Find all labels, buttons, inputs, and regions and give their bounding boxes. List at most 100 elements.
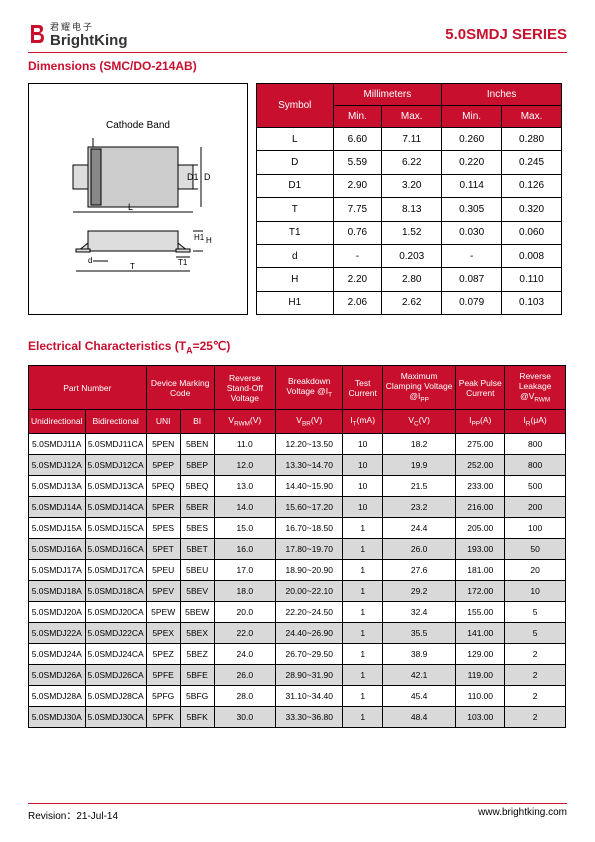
elec-cell: 252.00 <box>456 454 505 475</box>
elec-cell: 1 <box>343 622 383 643</box>
elec-cell: 29.2 <box>382 580 455 601</box>
elec-cell: 5BEZ <box>180 643 214 664</box>
dim-cell: 6.22 <box>382 151 442 174</box>
elec-cell: 5.0SMDJ28CA <box>85 685 146 706</box>
elec-cell: 24.4 <box>382 517 455 538</box>
elec-cell: 5.0SMDJ12A <box>29 454 86 475</box>
elec-cell: 5.0SMDJ22CA <box>85 622 146 643</box>
eh-mbi: BI <box>180 410 214 434</box>
elec-cell: 28.90~31.90 <box>276 664 343 685</box>
elec-row: 5.0SMDJ28A5.0SMDJ28CA5PFG5BFG28.031.10~3… <box>29 685 566 706</box>
elec-cell: 155.00 <box>456 601 505 622</box>
elec-row: 5.0SMDJ26A5.0SMDJ26CA5PFE5BFE26.028.90~3… <box>29 664 566 685</box>
elec-cell: 20.00~22.10 <box>276 580 343 601</box>
dim-cell: 2.90 <box>333 174 382 197</box>
elec-cell: 172.00 <box>456 580 505 601</box>
elec-cell: 5.0SMDJ20CA <box>85 601 146 622</box>
dim-cell: 2.20 <box>333 268 382 291</box>
elec-cell: 1 <box>343 559 383 580</box>
elec-cell: 1 <box>343 601 383 622</box>
elec-cell: 14.0 <box>214 496 275 517</box>
logo-icon <box>28 23 46 45</box>
dim-cell: 0.110 <box>502 268 562 291</box>
elec-cell: 24.40~26.90 <box>276 622 343 643</box>
elec-cell: 5BEX <box>180 622 214 643</box>
eh-it-u: IT(mA) <box>343 410 383 434</box>
eh-ir: Reverse Leakage @VRWM <box>505 366 566 410</box>
dim-cell: 7.11 <box>382 128 442 151</box>
elec-cell: 24.0 <box>214 643 275 664</box>
elec-cell: 10 <box>343 496 383 517</box>
electrical-title: Electrical Characteristics (TA=25℃) <box>28 339 567 355</box>
eh-marking: Device Marking Code <box>146 366 214 410</box>
svg-text:L: L <box>128 202 133 212</box>
dim-cell: 0.087 <box>442 268 502 291</box>
dim-cell: d <box>257 244 334 267</box>
svg-text:H1: H1 <box>194 233 205 242</box>
eh-vbr: Breakdown Voltage @IT <box>276 366 343 410</box>
elec-cell: 5PEW <box>146 601 180 622</box>
dim-row: L6.607.110.2600.280 <box>257 128 562 151</box>
elec-cell: 5.0SMDJ22A <box>29 622 86 643</box>
dim-row: d-0.203-0.008 <box>257 244 562 267</box>
elec-cell: 5.0SMDJ17CA <box>85 559 146 580</box>
elec-cell: 5PET <box>146 538 180 559</box>
elec-cell: 129.00 <box>456 643 505 664</box>
package-side-view: H1 H d T1 T <box>58 223 218 278</box>
dim-cell: L <box>257 128 334 151</box>
elec-cell: 500 <box>505 475 566 496</box>
elec-cell: 5BFG <box>180 685 214 706</box>
elec-cell: 23.2 <box>382 496 455 517</box>
dim-cell: H <box>257 268 334 291</box>
elec-row: 5.0SMDJ17A5.0SMDJ17CA5PEU5BEU17.018.90~2… <box>29 559 566 580</box>
elec-cell: 5.0SMDJ16A <box>29 538 86 559</box>
elec-cell: 21.5 <box>382 475 455 496</box>
elec-cell: 17.0 <box>214 559 275 580</box>
dim-cell: 2.80 <box>382 268 442 291</box>
elec-cell: 5PFG <box>146 685 180 706</box>
footer-url: www.brightking.com <box>478 807 567 822</box>
elec-cell: 5.0SMDJ15CA <box>85 517 146 538</box>
elec-cell: 45.4 <box>382 685 455 706</box>
elec-cell: 1 <box>343 538 383 559</box>
dim-cell: 0.203 <box>382 244 442 267</box>
elec-row: 5.0SMDJ16A5.0SMDJ16CA5PET5BET16.017.80~1… <box>29 538 566 559</box>
elec-cell: 1 <box>343 706 383 727</box>
elec-cell: 5BET <box>180 538 214 559</box>
elec-cell: 18.2 <box>382 433 455 454</box>
elec-row: 5.0SMDJ14A5.0SMDJ14CA5PER5BER14.015.60~1… <box>29 496 566 517</box>
eh-vc: Maximum Clamping Voltage @IPP <box>382 366 455 410</box>
elec-cell: 15.60~17.20 <box>276 496 343 517</box>
logo: 君耀电子 BrightKing <box>28 20 127 48</box>
dim-cell: 0.008 <box>502 244 562 267</box>
elec-row: 5.0SMDJ24A5.0SMDJ24CA5PEZ5BEZ24.026.70~2… <box>29 643 566 664</box>
elec-cell: 32.4 <box>382 601 455 622</box>
elec-cell: 14.40~15.90 <box>276 475 343 496</box>
elec-cell: 10 <box>343 475 383 496</box>
elec-cell: 17.80~19.70 <box>276 538 343 559</box>
dim-cell: 1.52 <box>382 221 442 244</box>
elec-cell: 20.0 <box>214 601 275 622</box>
elec-cell: 5.0SMDJ11A <box>29 433 86 454</box>
eh-vc-u: VC(V) <box>382 410 455 434</box>
elec-cell: 5.0SMDJ12CA <box>85 454 146 475</box>
dim-cell: D1 <box>257 174 334 197</box>
elec-cell: 18.90~20.90 <box>276 559 343 580</box>
elec-cell: 5BEQ <box>180 475 214 496</box>
elec-cell: 10 <box>343 433 383 454</box>
elec-cell: 2 <box>505 706 566 727</box>
dim-h-max: Max. <box>502 106 562 128</box>
elec-cell: 5PFK <box>146 706 180 727</box>
elec-cell: 15.0 <box>214 517 275 538</box>
elec-row: 5.0SMDJ12A5.0SMDJ12CA5PEP5BEP12.013.30~1… <box>29 454 566 475</box>
dim-cell: T <box>257 198 334 221</box>
svg-text:T1: T1 <box>178 258 188 267</box>
elec-cell: 193.00 <box>456 538 505 559</box>
dim-row: T10.761.520.0300.060 <box>257 221 562 244</box>
elec-cell: 5.0SMDJ14CA <box>85 496 146 517</box>
dim-cell: 2.62 <box>382 291 442 314</box>
elec-cell: 5.0SMDJ24CA <box>85 643 146 664</box>
elec-cell: 5.0SMDJ11CA <box>85 433 146 454</box>
elec-row: 5.0SMDJ11A5.0SMDJ11CA5PEN5BEN11.012.20~1… <box>29 433 566 454</box>
dim-row: H2.202.800.0870.110 <box>257 268 562 291</box>
